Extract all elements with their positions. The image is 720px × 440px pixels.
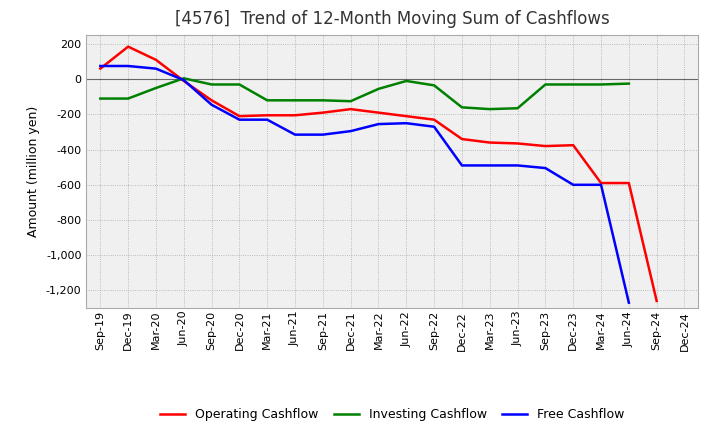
Operating Cashflow: [430, 117, 438, 122]
Free Cashflow: [597, 182, 606, 187]
Free Cashflow: [318, 132, 327, 137]
Investing Cashflow: [207, 82, 216, 87]
Free Cashflow: [374, 121, 383, 127]
Investing Cashflow: [541, 82, 550, 87]
Line: Investing Cashflow: Investing Cashflow: [100, 78, 629, 109]
Investing Cashflow: [235, 82, 243, 87]
Free Cashflow: [263, 117, 271, 122]
Operating Cashflow: [235, 114, 243, 119]
Legend: Operating Cashflow, Investing Cashflow, Free Cashflow: Operating Cashflow, Investing Cashflow, …: [156, 403, 629, 426]
Free Cashflow: [235, 117, 243, 122]
Investing Cashflow: [179, 76, 188, 81]
Line: Operating Cashflow: Operating Cashflow: [100, 47, 657, 301]
Free Cashflow: [207, 102, 216, 107]
Operating Cashflow: [541, 143, 550, 149]
Investing Cashflow: [569, 82, 577, 87]
Operating Cashflow: [374, 110, 383, 115]
Operating Cashflow: [346, 106, 355, 112]
Operating Cashflow: [152, 57, 161, 62]
Operating Cashflow: [263, 113, 271, 118]
Free Cashflow: [152, 66, 161, 71]
Investing Cashflow: [124, 96, 132, 101]
Free Cashflow: [485, 163, 494, 168]
Free Cashflow: [179, 77, 188, 83]
Free Cashflow: [402, 121, 410, 126]
Free Cashflow: [458, 163, 467, 168]
Free Cashflow: [513, 163, 522, 168]
Investing Cashflow: [263, 98, 271, 103]
Operating Cashflow: [402, 114, 410, 119]
Free Cashflow: [430, 124, 438, 129]
Investing Cashflow: [485, 106, 494, 112]
Y-axis label: Amount (million yen): Amount (million yen): [27, 106, 40, 237]
Free Cashflow: [569, 182, 577, 187]
Investing Cashflow: [402, 78, 410, 84]
Operating Cashflow: [652, 298, 661, 304]
Investing Cashflow: [374, 86, 383, 92]
Operating Cashflow: [179, 78, 188, 84]
Investing Cashflow: [513, 106, 522, 111]
Free Cashflow: [124, 63, 132, 69]
Free Cashflow: [624, 300, 633, 305]
Operating Cashflow: [597, 180, 606, 186]
Operating Cashflow: [318, 110, 327, 115]
Operating Cashflow: [124, 44, 132, 49]
Operating Cashflow: [485, 140, 494, 145]
Free Cashflow: [96, 63, 104, 69]
Investing Cashflow: [152, 85, 161, 91]
Investing Cashflow: [346, 99, 355, 104]
Operating Cashflow: [207, 98, 216, 103]
Operating Cashflow: [624, 180, 633, 186]
Title: [4576]  Trend of 12-Month Moving Sum of Cashflows: [4576] Trend of 12-Month Moving Sum of C…: [175, 10, 610, 28]
Free Cashflow: [541, 165, 550, 171]
Operating Cashflow: [513, 141, 522, 146]
Investing Cashflow: [96, 96, 104, 101]
Investing Cashflow: [430, 83, 438, 88]
Operating Cashflow: [291, 113, 300, 118]
Operating Cashflow: [569, 143, 577, 148]
Operating Cashflow: [458, 136, 467, 142]
Free Cashflow: [291, 132, 300, 137]
Investing Cashflow: [597, 82, 606, 87]
Investing Cashflow: [291, 98, 300, 103]
Investing Cashflow: [458, 105, 467, 110]
Operating Cashflow: [96, 66, 104, 71]
Investing Cashflow: [624, 81, 633, 86]
Free Cashflow: [346, 128, 355, 134]
Line: Free Cashflow: Free Cashflow: [100, 66, 629, 303]
Investing Cashflow: [318, 98, 327, 103]
